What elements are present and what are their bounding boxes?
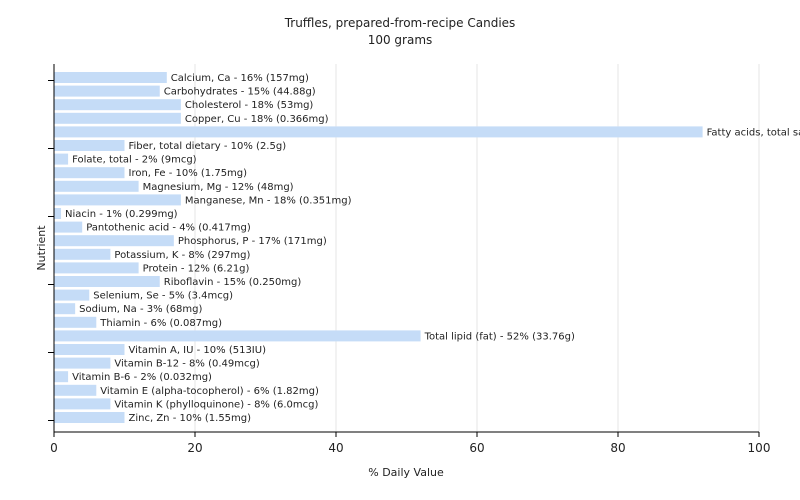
bar-label: Vitamin B-12 - 8% (0.49mcg)	[114, 359, 259, 370]
x-tick-label: 40	[328, 441, 343, 455]
bar	[54, 140, 125, 151]
x-tick-label: 20	[187, 441, 202, 455]
bar	[54, 167, 125, 179]
bar-label: Vitamin E (alpha-tocopherol) - 6% (1.82m…	[100, 386, 319, 397]
bar	[54, 99, 181, 111]
bar-label: Manganese, Mn - 18% (0.351mg)	[185, 195, 352, 206]
x-axis-title: % Daily Value	[368, 466, 444, 479]
x-tick-label: 80	[610, 441, 625, 455]
bar	[54, 384, 97, 396]
bar	[54, 112, 181, 124]
bar	[54, 221, 83, 233]
bar-label: Folate, total - 2% (9mcg)	[72, 155, 197, 166]
bar	[54, 276, 160, 287]
bar-label: Total lipid (fat) - 52% (33.76g)	[424, 331, 575, 342]
bar-label: Vitamin A, IU - 10% (513IU)	[129, 345, 267, 356]
bar-label: Sodium, Na - 3% (68mg)	[79, 304, 202, 315]
bar	[54, 398, 111, 410]
bar-label: Thiamin - 6% (0.087mg)	[99, 318, 222, 329]
bar-label: Selenium, Se - 5% (3.4mcg)	[93, 291, 233, 302]
bar	[54, 330, 421, 342]
x-tick-label: 0	[50, 441, 58, 455]
bar-label: Vitamin B-6 - 2% (0.032mg)	[72, 372, 212, 383]
bar	[54, 357, 111, 369]
x-tick-label: 100	[748, 441, 771, 455]
bar-label: Phosphorus, P - 17% (171mg)	[178, 236, 327, 247]
bar-label: Cholesterol - 18% (53mg)	[185, 100, 314, 111]
chart-subtitle: 100 grams	[368, 33, 433, 47]
bar-label: Fiber, total dietary - 10% (2.5g)	[129, 141, 287, 152]
grid-lines	[194, 64, 760, 432]
bar	[54, 371, 69, 383]
bar-label: Iron, Fe - 10% (1.75mg)	[129, 168, 248, 179]
bar	[54, 303, 76, 315]
bar-label: Potassium, K - 8% (297mg)	[114, 250, 250, 261]
bars: Calcium, Ca - 16% (157mg) Carbohydrates -…	[54, 72, 800, 424]
bar	[54, 180, 139, 192]
bar-label: Pantothenic acid - 4% (0.417mg)	[86, 223, 251, 234]
bar	[54, 235, 174, 247]
bar-label: Zinc, Zn - 10% (1.55mg)	[129, 413, 252, 424]
bar-label: Magnesium, Mg - 12% (48mg)	[143, 182, 294, 193]
chart-title: Truffles, prepared-from-recipe Candies	[284, 16, 516, 30]
bar-label: Calcium, Ca - 16% (157mg)	[171, 73, 309, 84]
bar	[54, 85, 160, 97]
bar	[54, 248, 111, 260]
bar	[54, 194, 181, 206]
bar-label: Riboflavin - 15% (0.250mg)	[164, 277, 302, 288]
bar-label: Protein - 12% (6.21g)	[143, 263, 250, 274]
x-tick-label: 60	[469, 441, 484, 455]
bar	[54, 262, 139, 274]
bar-label: Niacin - 1% (0.299mg)	[65, 209, 178, 220]
bar	[54, 208, 62, 219]
bar	[54, 344, 125, 355]
bar	[54, 153, 69, 165]
bar	[54, 316, 97, 328]
bar-label: Copper, Cu - 18% (0.366mg)	[185, 114, 329, 125]
bar-label: Vitamin K (phylloquinone) - 8% (6.0mcg)	[114, 399, 318, 410]
axes: 0 20 40 60 80 100	[48, 64, 770, 455]
bar-label: Carbohydrates - 15% (44.88g)	[164, 87, 316, 98]
y-axis-title: Nutrient	[35, 225, 48, 271]
bar	[54, 289, 90, 301]
bar-label: Fatty acids, total saturated - 92% (18.4…	[707, 127, 800, 138]
bar	[54, 126, 703, 138]
bar	[54, 72, 167, 83]
bar	[54, 412, 125, 423]
